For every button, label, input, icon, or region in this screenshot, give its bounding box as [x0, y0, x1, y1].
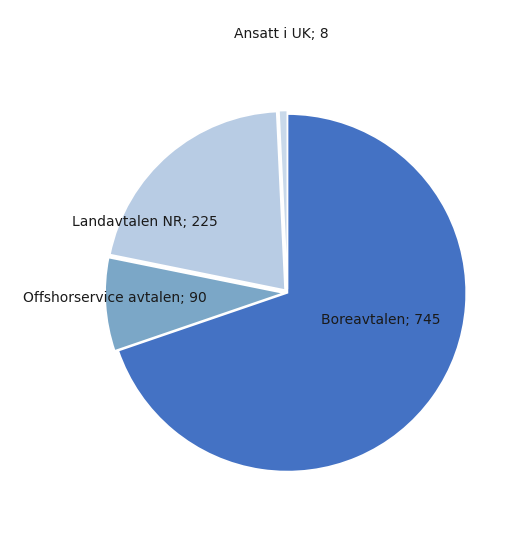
Text: Offshorservice avtalen; 90: Offshorservice avtalen; 90 [24, 291, 207, 305]
Wedge shape [118, 114, 466, 471]
Text: Ansatt i UK; 8: Ansatt i UK; 8 [234, 26, 329, 40]
Wedge shape [279, 111, 287, 289]
Wedge shape [110, 112, 285, 290]
Text: Landavtalen NR; 225: Landavtalen NR; 225 [72, 215, 218, 230]
Text: Boreavtalen; 745: Boreavtalen; 745 [321, 313, 440, 327]
Wedge shape [105, 258, 284, 351]
